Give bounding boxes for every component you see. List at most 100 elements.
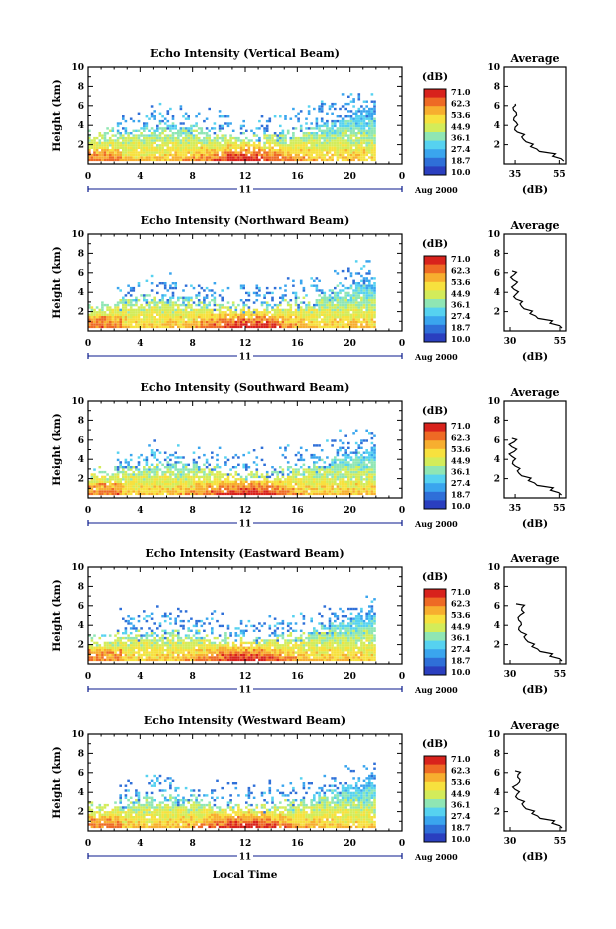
heatmap-cell bbox=[362, 490, 366, 493]
heatmap-cell bbox=[95, 136, 99, 140]
colorbar-segment bbox=[424, 316, 446, 319]
heatmap-cell bbox=[318, 149, 321, 152]
heatmap-cell bbox=[116, 639, 120, 642]
heatmap-cell bbox=[305, 313, 308, 316]
heatmap-cell bbox=[357, 119, 361, 123]
heatmap-cell bbox=[122, 617, 125, 620]
heatmap-cell bbox=[334, 286, 337, 290]
heatmap-cell bbox=[156, 651, 159, 654]
heatmap-cell bbox=[323, 156, 327, 159]
heatmap-cell bbox=[166, 149, 170, 152]
heatmap-cell bbox=[373, 306, 376, 309]
heatmap-cell bbox=[171, 149, 175, 152]
heatmap-cell bbox=[336, 303, 340, 307]
heatmap-cell bbox=[224, 456, 227, 459]
heatmap-cell bbox=[318, 141, 321, 145]
heatmap-cell bbox=[320, 478, 324, 481]
heatmap-cell bbox=[127, 299, 130, 302]
heatmap-cell bbox=[88, 490, 91, 493]
panel-3: Echo Intensity (Southward Beam)Height (k… bbox=[51, 381, 567, 530]
heatmap-cell bbox=[334, 320, 337, 324]
heatmap-cell bbox=[260, 483, 264, 486]
heatmap-cell bbox=[114, 325, 117, 329]
heatmap-cell bbox=[318, 475, 321, 479]
heatmap-cell bbox=[292, 323, 295, 326]
colorbar-segment bbox=[424, 453, 446, 456]
heatmap-cell bbox=[163, 478, 167, 481]
heatmap-cell bbox=[111, 158, 115, 162]
heatmap-cell bbox=[370, 301, 374, 304]
heatmap-cell bbox=[158, 636, 162, 640]
heatmap-cell bbox=[320, 110, 324, 113]
heatmap-cell bbox=[93, 139, 96, 142]
heatmap-cell bbox=[360, 158, 363, 162]
heatmap-cell bbox=[200, 308, 204, 312]
heatmap-cell bbox=[224, 153, 227, 157]
heatmap-cell bbox=[331, 303, 334, 307]
heatmap-cell bbox=[216, 473, 219, 476]
heatmap-cell bbox=[255, 485, 259, 488]
heatmap-cell bbox=[286, 323, 290, 326]
heatmap-cell bbox=[116, 158, 120, 162]
heatmap-cell bbox=[307, 311, 311, 314]
heatmap-cell bbox=[192, 124, 196, 128]
heatmap-cell bbox=[153, 320, 156, 324]
heatmap-cell bbox=[315, 311, 319, 314]
heatmap-cell bbox=[229, 468, 232, 471]
heatmap-cell bbox=[323, 136, 327, 140]
heatmap-cell bbox=[344, 146, 347, 149]
heatmap-cell bbox=[281, 480, 285, 483]
heatmap-cell bbox=[116, 658, 120, 662]
heatmap-cell bbox=[360, 129, 363, 132]
heatmap-cell bbox=[143, 487, 146, 491]
heatmap-cell bbox=[370, 308, 374, 312]
heatmap-cell bbox=[313, 141, 316, 145]
heatmap-cell bbox=[250, 323, 253, 326]
heatmap-cell bbox=[320, 156, 324, 159]
heatmap-cell bbox=[156, 151, 159, 154]
heatmap-cell bbox=[349, 284, 353, 287]
heatmap-cell bbox=[224, 483, 227, 486]
heatmap-cell bbox=[140, 308, 143, 312]
heatmap-cell bbox=[116, 641, 120, 645]
heatmap-cell bbox=[187, 316, 190, 319]
heatmap-cell bbox=[368, 480, 371, 483]
heatmap-cell bbox=[122, 115, 125, 118]
heatmap-cell bbox=[124, 619, 128, 623]
heatmap-cell bbox=[224, 480, 227, 483]
heatmap-cell bbox=[179, 132, 183, 135]
heatmap-cell bbox=[169, 325, 172, 329]
heatmap-cell bbox=[192, 158, 196, 162]
heatmap-cell bbox=[119, 487, 122, 491]
heatmap-cell bbox=[334, 129, 337, 132]
heatmap-cell bbox=[297, 149, 300, 152]
heatmap-cell bbox=[101, 470, 104, 474]
heatmap-cell bbox=[218, 149, 222, 152]
heatmap-cell bbox=[292, 136, 295, 140]
heatmap-cell bbox=[349, 129, 353, 132]
heatmap-cell bbox=[245, 320, 248, 324]
heatmap-cell bbox=[245, 158, 248, 162]
heatmap-cell bbox=[263, 480, 266, 483]
heatmap-cell bbox=[320, 129, 324, 132]
heatmap-cell bbox=[106, 473, 109, 476]
heatmap-cell bbox=[276, 313, 279, 316]
heatmap-cell bbox=[252, 301, 256, 304]
colorbar-segment bbox=[424, 502, 446, 506]
heatmap-cell bbox=[289, 480, 293, 483]
heatmap-cell bbox=[341, 463, 345, 466]
heatmap-cell bbox=[148, 639, 151, 642]
heatmap-cell bbox=[284, 139, 287, 142]
heatmap-cell bbox=[360, 316, 363, 319]
heatmap-cell bbox=[320, 301, 324, 304]
heatmap-cell bbox=[352, 153, 355, 157]
heatmap-cell bbox=[260, 458, 264, 462]
heatmap-cell bbox=[331, 313, 334, 316]
heatmap-cell bbox=[153, 622, 156, 625]
heatmap-cell bbox=[284, 325, 287, 329]
heatmap-cell bbox=[213, 303, 217, 307]
heatmap-cell bbox=[224, 151, 227, 154]
heatmap-cell bbox=[234, 470, 238, 474]
heatmap-cell bbox=[145, 653, 149, 657]
heatmap-cell bbox=[268, 156, 272, 159]
